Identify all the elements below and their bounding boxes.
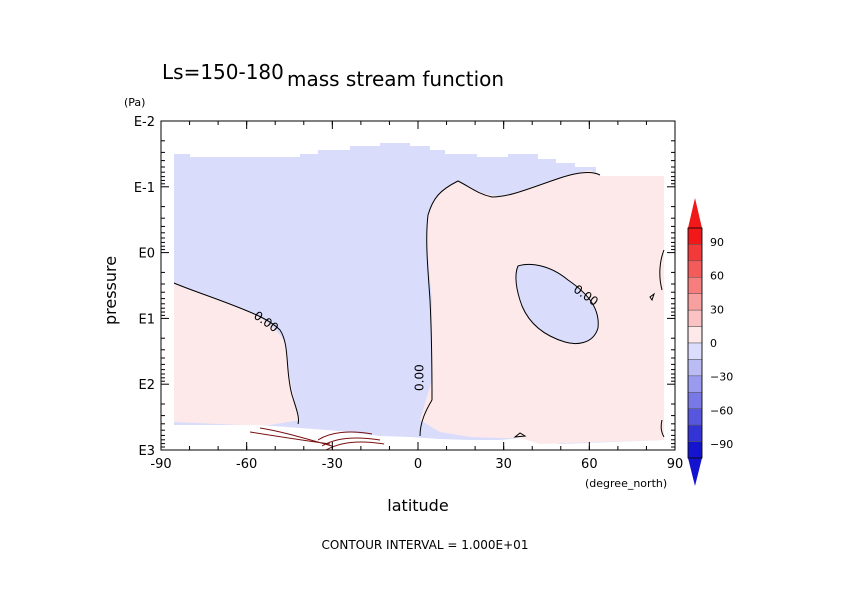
x-tick-label: -60 <box>236 457 257 472</box>
y-tick-label: E3 <box>139 444 156 459</box>
y-tick-label: E1 <box>139 312 156 327</box>
colorbar-swatch <box>687 408 703 426</box>
colorbar-swatch <box>687 375 703 393</box>
colorbar-swatch <box>687 424 703 442</box>
colorbar-bottom-arrow <box>688 458 702 486</box>
y-minor-ticks <box>161 140 675 448</box>
chart-title: mass stream function <box>287 67 504 91</box>
colorbar-swatch <box>687 293 703 311</box>
colorbar-swatch <box>687 260 703 278</box>
x-axis-ticks: -90 -60 -30 0 30 60 90 <box>150 121 683 472</box>
x-tick-label: -30 <box>322 457 343 472</box>
colorbar-tick-label: −90 <box>710 438 733 451</box>
colorbar-tick-label: 30 <box>710 303 724 316</box>
colorbar-tick-label: −30 <box>710 371 733 384</box>
colorbar-tick-label: 90 <box>710 236 724 249</box>
x-unit-label: (degree_north) <box>585 477 667 490</box>
colorbar-swatch <box>687 392 703 409</box>
colorbar-swatch <box>687 342 703 360</box>
x-tick-label: 90 <box>667 457 684 472</box>
colorbar-swatch <box>687 359 703 377</box>
colorbar-swatch <box>687 441 703 459</box>
y-axis-label: pressure <box>101 256 120 325</box>
contour-line-cell <box>515 263 599 344</box>
zero-contours <box>173 171 665 451</box>
y-axis-ticks: E-2 E-1 E0 E1 E2 E3 <box>134 115 675 459</box>
colorbar-top-arrow <box>688 198 702 228</box>
contour-interval-note: CONTOUR INTERVAL = 1.000E+01 <box>322 538 529 552</box>
season-label: Ls=150-180 <box>162 60 284 84</box>
x-tick-label: 30 <box>495 457 512 472</box>
y-tick-label: E0 <box>139 247 156 262</box>
x-axis-label: latitude <box>387 496 448 515</box>
y-tick-label: E2 <box>139 378 156 393</box>
positive-region-south <box>174 283 300 425</box>
x-tick-label: -90 <box>150 457 171 472</box>
colorbar-swatch <box>687 326 703 344</box>
contour-line-surface <box>419 249 665 438</box>
y-tick-label: E-1 <box>134 181 155 196</box>
colorbar-frame <box>687 227 703 459</box>
contour-pack-surface <box>249 427 385 451</box>
x-tick-label: 0 <box>414 457 422 472</box>
colorbar: 90 60 30 0 −30 −60 −90 <box>687 198 733 486</box>
x-tick-label: 60 <box>581 457 598 472</box>
contour-label: 0.00 <box>413 364 427 391</box>
colorbar-swatch <box>687 227 703 245</box>
colorbar-swatch <box>687 309 703 327</box>
colorbar-swatch <box>687 244 703 262</box>
contour-line-north <box>426 171 601 401</box>
colorbar-tick-label: 0 <box>710 337 717 350</box>
colorbar-tick-label: 60 <box>710 270 724 283</box>
colorbar-swatch <box>687 277 703 294</box>
negative-cell-north <box>515 264 599 344</box>
y-tick-label: E-2 <box>134 115 155 130</box>
contour-line-south <box>173 282 299 425</box>
contour-spike <box>649 292 655 302</box>
colorbar-tick-label: −60 <box>710 404 733 417</box>
plot-area: 0.000.000.00 <box>173 143 665 451</box>
y-unit-label: (Pa) <box>124 96 145 109</box>
